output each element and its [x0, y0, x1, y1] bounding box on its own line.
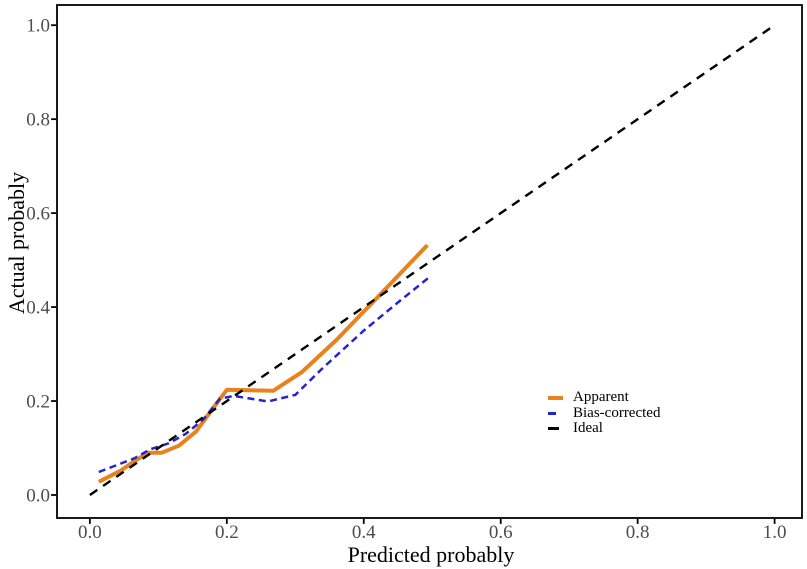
- y-tick-label: 0.0: [26, 485, 50, 506]
- series-line-bias-corrected: [98, 276, 431, 474]
- y-tick-label: 0.8: [26, 110, 50, 131]
- legend: Apparent Bias-corrected Ideal: [548, 390, 660, 437]
- y-axis-title: Actual probably: [4, 171, 29, 315]
- x-tick-label: 0.6: [489, 522, 513, 543]
- legend-item-bias-corrected: Bias-corrected: [548, 404, 661, 422]
- legend-label-ideal: Ideal: [573, 420, 603, 437]
- y-tick-label: 0.4: [26, 298, 50, 319]
- x-tick-label: 0.2: [215, 522, 239, 543]
- legend-item-ideal: Ideal: [548, 421, 660, 437]
- x-tick-label: 0.8: [626, 522, 650, 543]
- y-tick-label: 0.2: [26, 392, 50, 413]
- panel-border: [56, 4, 803, 519]
- x-tick-label: 0.0: [78, 522, 102, 543]
- apparent-line-key-icon: [548, 396, 565, 400]
- series-line-apparent: [97, 243, 429, 484]
- legend-label-bias-corrected: Bias-corrected: [573, 404, 661, 421]
- legend-label-apparent: Apparent: [573, 389, 629, 406]
- ideal-line-key-icon: [548, 427, 565, 431]
- y-tick-label: 0.6: [26, 204, 50, 225]
- legend-item-apparent: Apparent: [548, 390, 660, 406]
- x-tick-label: 0.4: [352, 522, 376, 543]
- x-tick-label: 1.0: [763, 522, 787, 543]
- y-tick-label: 1.0: [26, 16, 50, 37]
- series-line-ideal: [89, 24, 776, 496]
- bias-corrected-line-key-icon: [548, 411, 565, 415]
- x-axis-title: Predicted probably: [347, 542, 515, 567]
